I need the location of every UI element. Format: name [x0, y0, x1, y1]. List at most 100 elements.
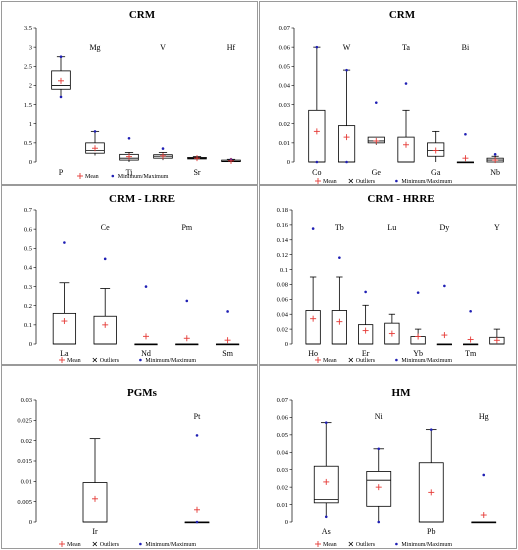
- minmax-marker: [443, 284, 446, 288]
- legend-outlier-icon: [92, 541, 98, 547]
- minmax-marker: [338, 256, 341, 259]
- y-tick-label: 0.02: [279, 121, 290, 128]
- y-tick-label: 0.08: [277, 282, 288, 289]
- minmax-marker: [324, 421, 328, 424]
- mean-marker: [61, 318, 68, 325]
- y-tick-label: 0.5: [24, 140, 32, 147]
- category-label: Sm: [222, 349, 233, 358]
- legend-label: Mean: [323, 358, 337, 364]
- legend: Mean Outliers Minimum/Maximum: [315, 541, 452, 548]
- category-label: As: [322, 527, 331, 536]
- y-tick-label: 0.16: [277, 222, 289, 229]
- mean-marker: [336, 318, 343, 325]
- category-label: Ta: [402, 43, 410, 52]
- y-tick-label: 0: [285, 519, 288, 526]
- mean-marker: [126, 153, 132, 160]
- y-tick-label: 0.06: [277, 297, 289, 304]
- y-tick-label: 0.03: [277, 467, 288, 474]
- box-tm: Tm: [463, 309, 479, 358]
- legend-mean-icon: [315, 178, 321, 184]
- minmax-marker: [404, 82, 408, 85]
- panel-crm-hrre: CRM - HRRE 0 0.02 0.04 0.06 0.08 0.1 0.12 0.14 0.…: [259, 185, 517, 365]
- mean-marker: [480, 512, 487, 519]
- y-tick-label: 0.07: [279, 25, 291, 32]
- legend-minmax-icon: [395, 358, 398, 362]
- y-tick-label: 1: [29, 121, 32, 128]
- legend-outlier-icon: [348, 541, 354, 547]
- y-tick-label: 0.6: [24, 226, 33, 233]
- mean-marker: [92, 495, 98, 502]
- category-label: P: [59, 168, 64, 177]
- legend-minmax-icon: [111, 174, 115, 178]
- category-label: Co: [312, 168, 321, 177]
- y-tick-label: 0.04: [279, 83, 291, 90]
- legend-label: Minimum/Maximum: [401, 358, 452, 364]
- legend: Mean Outliers Minimum/Maximum: [315, 178, 452, 185]
- legend-label: Outliers: [356, 358, 376, 364]
- mean-marker: [194, 506, 200, 513]
- box-co: Co: [308, 45, 326, 177]
- box-ga: Ga: [427, 130, 445, 177]
- chart-title: CRM - LRRE: [109, 193, 175, 205]
- mean-marker: [183, 335, 190, 342]
- box-dy: Dy: [436, 223, 452, 346]
- minmax-marker: [226, 310, 229, 313]
- y-tick-label: 0.02: [21, 438, 32, 445]
- y-tick-label: 0: [287, 159, 290, 166]
- mean-marker: [143, 333, 149, 340]
- legend: Mean Minimum/Maximum: [77, 173, 169, 180]
- minmax-marker: [345, 160, 348, 164]
- category-label: W: [343, 43, 351, 52]
- box-nd: Nd: [134, 285, 158, 358]
- category-label: Ti: [126, 168, 134, 177]
- legend: Mean Outliers Minimum/Maximum: [59, 357, 196, 364]
- box-iqr: [52, 312, 77, 345]
- mean-marker: [415, 333, 422, 340]
- minmax-marker: [377, 447, 381, 451]
- y-tick-label: 0.025: [17, 418, 32, 425]
- mean-marker: [58, 77, 64, 84]
- mean-marker: [492, 157, 499, 164]
- box-er: Er: [358, 290, 374, 358]
- box-iqr: [305, 310, 321, 345]
- minmax-marker: [482, 473, 486, 477]
- chart-crm-trace: CRM 0 0.01 0.02 0.03 0.04 0.05 0.06 0.07 Co W Ge Ta G…: [279, 9, 504, 185]
- minmax-marker: [127, 136, 131, 140]
- y-tick-label: 0.07: [277, 397, 289, 404]
- category-label: Ga: [431, 168, 441, 177]
- box-mg: Mg: [85, 43, 105, 156]
- category-label: Tm: [465, 349, 477, 358]
- mean-marker: [228, 157, 234, 164]
- box-iqr: [366, 471, 392, 507]
- box-bi: Bi: [456, 43, 474, 164]
- category-label: Er: [362, 349, 370, 358]
- mean-marker: [432, 147, 439, 154]
- legend-label: Minimum/Maximum: [401, 542, 452, 548]
- y-tick-label: 0.01: [279, 140, 290, 147]
- mean-marker: [493, 337, 500, 344]
- y-tick-label: 0.06: [279, 44, 291, 51]
- chart-title: CRM - HRRE: [367, 193, 434, 205]
- box-pb: Pb: [418, 428, 444, 536]
- box-iqr: [338, 125, 356, 163]
- legend-label: Outliers: [100, 358, 120, 364]
- minmax-marker: [345, 68, 348, 72]
- box-ce: Ce: [93, 223, 117, 345]
- box-pm: Pm: [175, 223, 199, 346]
- category-label: Dy: [439, 223, 449, 232]
- minmax-marker: [315, 160, 319, 164]
- legend-label: Mean: [67, 542, 81, 548]
- legend: Mean Outliers Minimum/Maximum: [315, 357, 452, 364]
- panel-hm: HM 0 0.01 0.02 0.03 0.04 0.05 0.06 0.07 As Ni Pb Hg M…: [259, 365, 517, 549]
- mean-marker: [343, 134, 350, 141]
- y-tick-label: 1.5: [24, 102, 32, 109]
- legend-label: Minimum/Maximum: [401, 179, 452, 185]
- category-label: Y: [494, 223, 500, 232]
- category-label: Pm: [181, 223, 192, 232]
- minmax-marker: [103, 257, 107, 261]
- y-tick-label: 0.1: [24, 322, 32, 329]
- y-tick-label: 0: [29, 159, 32, 166]
- mean-marker: [102, 321, 109, 328]
- category-label: Sr: [193, 168, 200, 177]
- minmax-marker: [195, 434, 199, 437]
